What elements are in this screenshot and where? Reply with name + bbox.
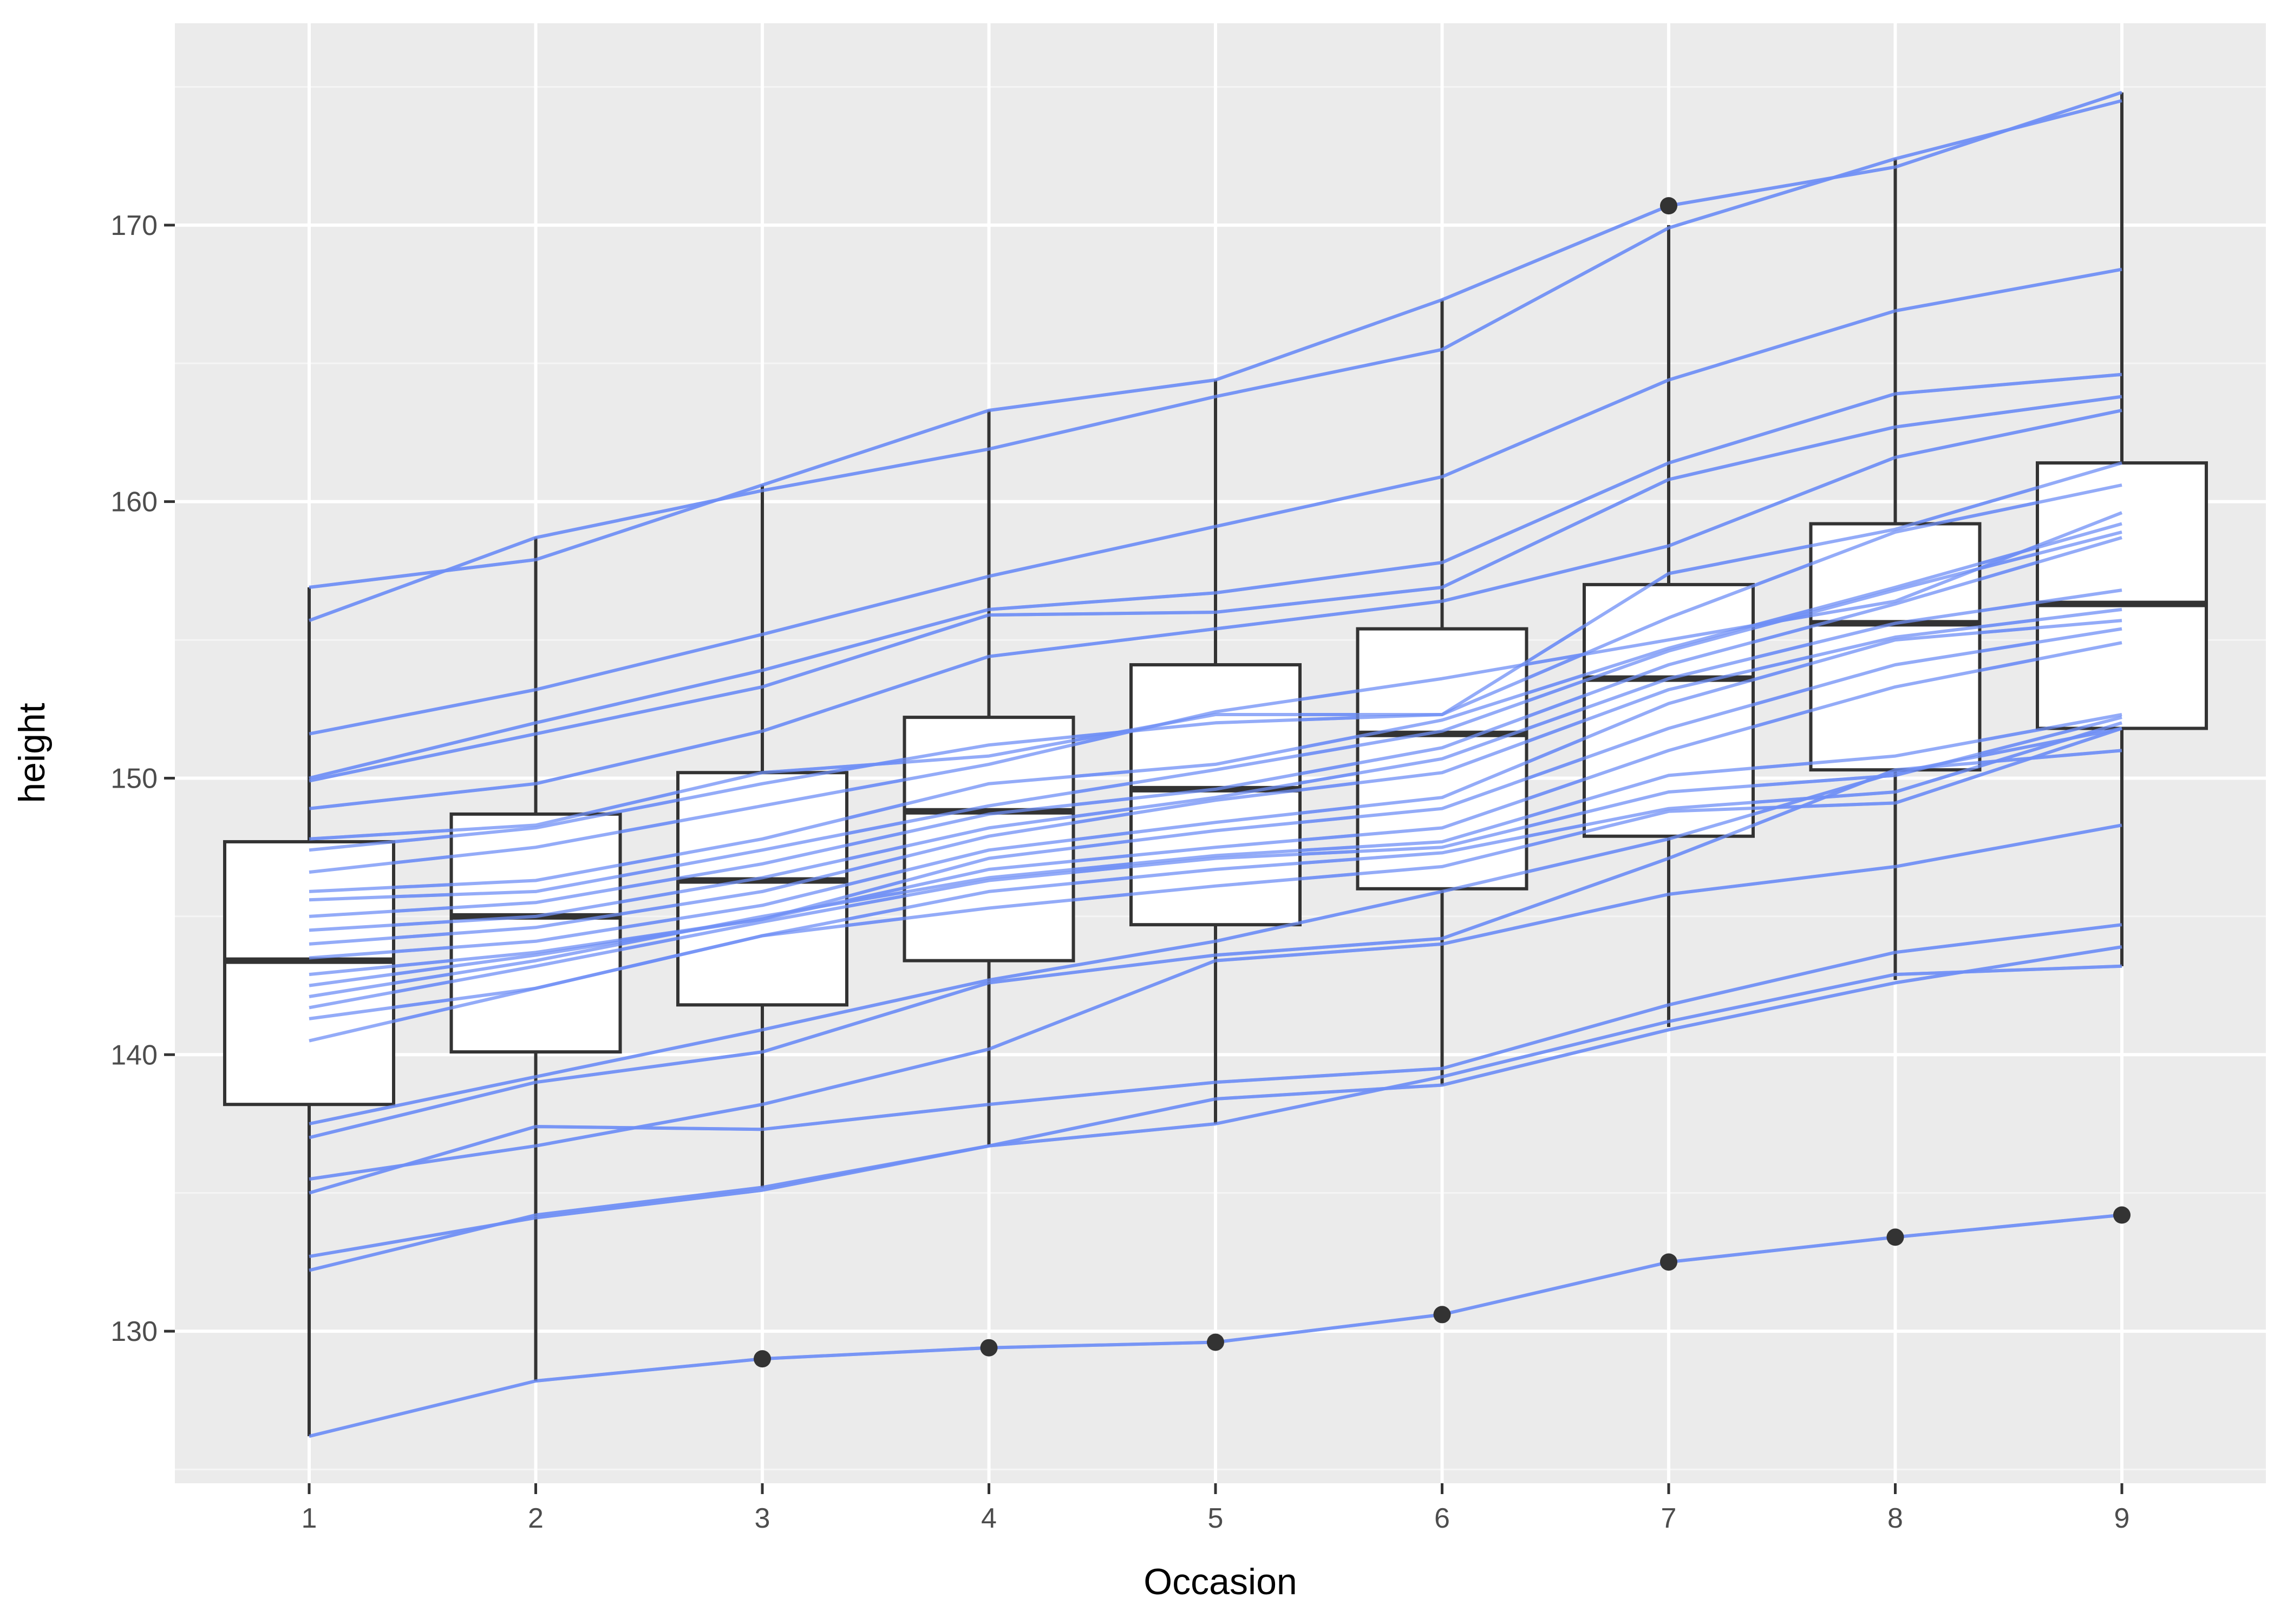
box-iqr (2036, 461, 2208, 730)
trajectory-line-overlay (309, 461, 2122, 841)
x-tick-label: 3 (755, 1503, 770, 1534)
trajectory-line-overlay (309, 395, 2122, 783)
trajectory-line-overlay (309, 823, 2122, 1181)
outlier-point (1660, 1253, 1677, 1271)
outlier-point (1207, 1333, 1224, 1351)
trajectory-line-overlay (309, 536, 2122, 918)
trajectory-line-overlay (309, 511, 2123, 874)
y-tick-label: 150 (110, 763, 158, 794)
trajectory-line-overlay (309, 627, 2122, 977)
x-axis-title: Occasion (1143, 1561, 1297, 1602)
trajectory-line-overlay (309, 749, 2122, 1140)
trajectory-line-overlay (309, 619, 2122, 960)
trajectory-line-overlay (309, 726, 2122, 1043)
trajectory-line-overlay (309, 90, 2122, 589)
x-tick-label: 6 (1434, 1503, 1450, 1534)
trajectory-line-overlay (309, 522, 2122, 893)
outlier-point (980, 1339, 998, 1357)
trajectory-line-overlay (309, 267, 2122, 736)
trajectory-lines-overlay (308, 90, 2123, 1438)
trajectory-line-overlay (309, 964, 2122, 1272)
outlier-point (1660, 197, 1677, 215)
trajectory-line-overlay (309, 945, 2122, 1259)
outlier-point (1433, 1306, 1451, 1324)
outlier-point (754, 1350, 771, 1368)
trajectory-line-overlay (309, 530, 2122, 902)
trajectory-line-overlay (309, 716, 2122, 1010)
trajectory-line-overlay (309, 726, 2122, 1125)
trajectory-line-overlay (309, 641, 2122, 987)
trajectory-line-overlay (309, 607, 2122, 946)
x-tick-label: 4 (981, 1503, 997, 1534)
y-tick-label: 140 (110, 1039, 158, 1071)
trajectory-line-overlay (308, 99, 2122, 623)
trajectory-line-overlay (309, 588, 2122, 932)
box-elements (223, 90, 2208, 1438)
x-tick-label: 2 (528, 1503, 544, 1534)
y-tick-label: 170 (110, 210, 158, 241)
trajectory-line-overlay (309, 713, 2122, 998)
x-tick-label: 9 (2114, 1503, 2130, 1534)
y-tick-label: 160 (110, 487, 158, 518)
axes: 130 140 150 160 170 1 2 3 4 5 6 7 8 9 (110, 210, 2129, 1534)
x-tick-label: 7 (1661, 1503, 1677, 1534)
outlier-point (1886, 1228, 1904, 1246)
trajectory-line-overlay (309, 409, 2122, 810)
trajectory-line-overlay (309, 372, 2122, 780)
y-tick-label: 130 (110, 1316, 158, 1347)
y-axis-title: height (11, 703, 53, 803)
x-tick-label: 5 (1208, 1503, 1224, 1534)
outlier-point (2113, 1206, 2131, 1224)
trajectory-line-overlay (309, 923, 2122, 1195)
trajectory-line-overlay (309, 483, 2122, 852)
x-tick-label: 1 (302, 1503, 317, 1534)
box-iqr (1809, 522, 1982, 772)
x-tick-label: 8 (1887, 1503, 1903, 1534)
